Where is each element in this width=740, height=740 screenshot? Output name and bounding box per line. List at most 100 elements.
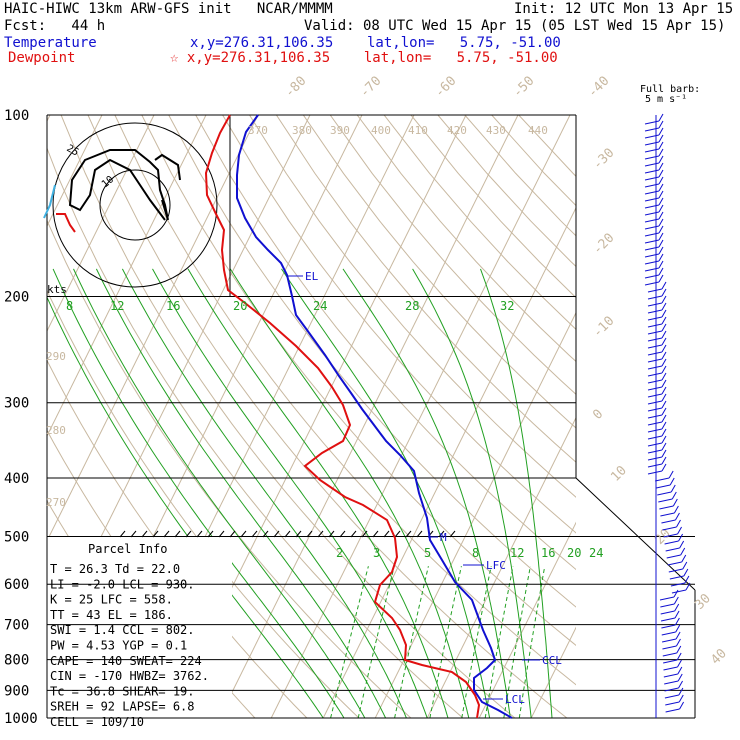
wind-barb xyxy=(647,442,663,447)
wind-barb xyxy=(659,596,675,601)
wind-barb xyxy=(659,505,674,510)
dry-adiabat xyxy=(222,115,576,534)
wind-barb xyxy=(644,162,660,167)
wind-barb-flag xyxy=(658,239,664,248)
wind-barb xyxy=(665,547,680,552)
hodo-trace-upper xyxy=(154,153,181,181)
wind-barb xyxy=(647,309,663,314)
temperature-axis-label: -70 xyxy=(357,74,384,101)
mixing-ratio-label: 16 xyxy=(541,546,555,560)
wind-barb-flag xyxy=(658,113,664,122)
mixing-ratio-label: 8 xyxy=(472,546,479,560)
theta-label: 370 xyxy=(248,124,268,137)
parcel-row: CAPE = 140 SWEAT= 224 xyxy=(50,654,202,668)
wind-barb xyxy=(668,568,683,573)
theta-label: 420 xyxy=(447,124,467,137)
mixing-ratio-line xyxy=(461,566,492,718)
wind-barb xyxy=(667,561,682,566)
wind-barb-flag xyxy=(658,218,664,227)
wind-barb-flag xyxy=(661,428,667,437)
wind-barb xyxy=(644,155,660,160)
wind-barb xyxy=(644,211,660,216)
hodo-ring-label-10: 10 xyxy=(100,174,116,190)
level-marker-lcl: LCL xyxy=(505,693,525,706)
parcel-row: SWI = 1.4 CCL = 802. xyxy=(50,623,195,637)
dash-mark xyxy=(141,530,148,538)
moist-adiabat xyxy=(412,268,532,718)
wind-barb-flag xyxy=(658,134,664,143)
wind-barb-flag xyxy=(678,680,683,689)
dry-adiabat xyxy=(47,146,464,718)
dash-mark xyxy=(240,530,247,538)
dash-mark xyxy=(416,530,423,538)
wind-barb xyxy=(661,638,677,643)
wind-barb-flag xyxy=(661,365,667,374)
hodo-trace-cyan xyxy=(43,184,56,219)
wind-barb-flag xyxy=(658,176,664,185)
full-barb-unit: 5 m s⁻¹ xyxy=(645,94,688,105)
dry-adiabat xyxy=(114,115,576,686)
pressure-label: 700 xyxy=(4,618,29,634)
moist-adiabat xyxy=(152,268,428,718)
dry-adiabat xyxy=(168,115,576,608)
temperature-axis-label: -60 xyxy=(432,74,459,101)
wind-barb-flag xyxy=(669,477,675,486)
wind-barb-flag xyxy=(661,400,667,409)
forecast-hour: Fcst: 44 h xyxy=(4,18,106,34)
moist-adiabat-label: 28 xyxy=(405,299,419,313)
level-marker-ccl: CCL xyxy=(542,654,562,667)
pressure-label: 400 xyxy=(4,471,29,487)
mixing-ratio-label: 2 xyxy=(336,546,343,560)
dash-mark xyxy=(119,530,126,538)
wind-barb-flag xyxy=(673,596,679,605)
parcel-row: TT = 43 EL = 186. xyxy=(50,608,173,622)
moist-adiabat-label: 24 xyxy=(313,299,327,313)
wind-barb-flag xyxy=(658,253,664,262)
wind-barb xyxy=(656,484,671,489)
wind-barb-flag xyxy=(661,463,667,472)
wind-barb-flag xyxy=(675,631,681,640)
wind-barb-flag xyxy=(658,267,664,276)
hodo-unit: kts xyxy=(47,283,67,296)
wind-barb xyxy=(660,603,675,608)
isotherm xyxy=(47,115,103,228)
dry-adiabat xyxy=(518,115,576,177)
wind-barb xyxy=(644,169,660,174)
dash-mark xyxy=(306,530,313,538)
dash-mark xyxy=(284,530,291,538)
dash-mark xyxy=(207,530,214,538)
dash-mark xyxy=(273,530,280,538)
dash-mark xyxy=(251,530,258,538)
wind-barb xyxy=(647,421,663,426)
wind-barb xyxy=(663,673,678,678)
wind-barb-flag xyxy=(661,421,667,430)
wind-barb-flag xyxy=(658,274,664,283)
wind-barb-flag xyxy=(658,260,664,269)
dash-mark xyxy=(394,530,401,538)
wind-barb-flag xyxy=(675,512,680,521)
wind-barb xyxy=(647,351,663,356)
temperature-axis-label: -80 xyxy=(282,74,309,101)
wind-barb xyxy=(661,624,676,629)
dash-mark xyxy=(449,530,456,538)
pressure-label: 800 xyxy=(4,653,29,669)
level-marker-m: M xyxy=(440,531,447,544)
wind-barb xyxy=(644,148,660,153)
wind-barb xyxy=(647,295,663,300)
wind-barb-flag xyxy=(661,372,667,381)
moist-adiabat xyxy=(95,268,387,718)
temperature-legend: Temperature xyxy=(4,35,97,51)
wind-barb-flag xyxy=(661,435,667,444)
wind-barb xyxy=(647,393,663,398)
wind-barb-flag xyxy=(658,197,664,206)
wind-barb xyxy=(660,610,675,615)
wind-barb-flag xyxy=(672,498,678,507)
wind-barb xyxy=(662,652,677,657)
dry-adiabat xyxy=(329,115,576,395)
pressure-label: 1000 xyxy=(4,711,38,727)
wind-barb-flag xyxy=(661,316,667,325)
moist-adiabat xyxy=(480,268,553,718)
hodo-trace-red xyxy=(56,213,76,233)
temperature-axis-label: -30 xyxy=(590,146,617,173)
wind-barb xyxy=(644,183,660,188)
